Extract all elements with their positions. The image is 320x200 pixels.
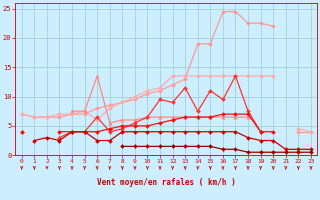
X-axis label: Vent moyen/en rafales ( km/h ): Vent moyen/en rafales ( km/h ) <box>97 178 236 187</box>
